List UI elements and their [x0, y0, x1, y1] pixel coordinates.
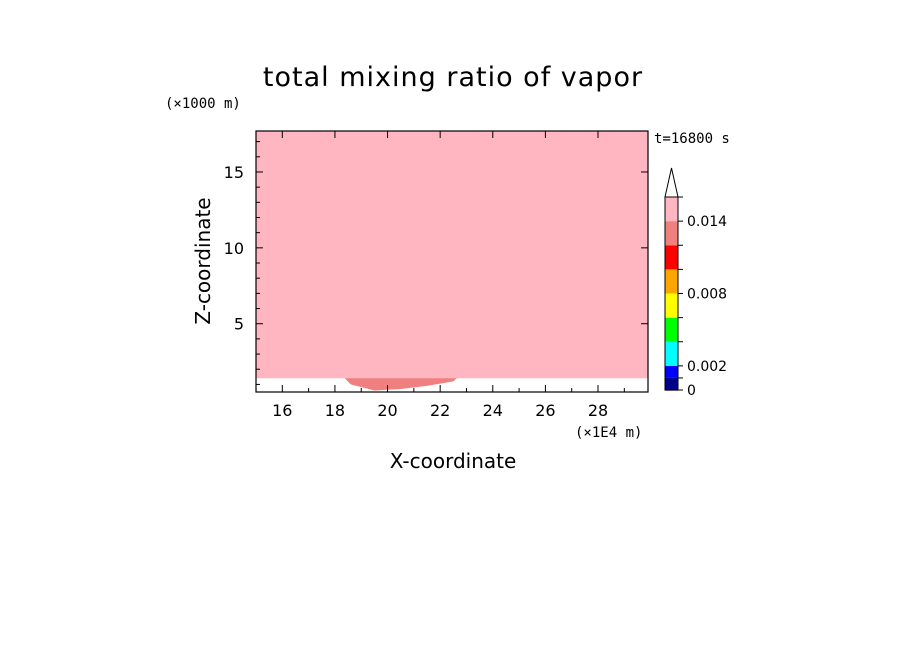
colorbar-segment	[665, 197, 678, 222]
y-unit-label: (×1000 m)	[165, 96, 241, 112]
x-unit-label: (×1E4 m)	[575, 425, 642, 441]
x-axis-label: X-coordinate	[390, 449, 517, 473]
y-tick-label: 5	[234, 315, 244, 334]
colorbar-segment	[665, 245, 678, 270]
plot-area	[256, 131, 648, 391]
colorbar-tick-label: 0.014	[687, 214, 727, 230]
x-tick-label: 18	[325, 401, 345, 420]
y-tick-label: 10	[224, 239, 244, 258]
axis-ticks: 16 18 20 22 24 26 28 5 10 15	[224, 131, 648, 420]
y-axis-label: Z-coordinate	[191, 197, 215, 324]
x-tick-label: 28	[588, 401, 608, 420]
colorbar-segment	[665, 221, 678, 246]
colorbar-segment	[665, 341, 678, 366]
contour-band	[256, 131, 648, 379]
colorbar-segment	[665, 269, 678, 294]
time-label: t=16800 s	[654, 131, 730, 147]
x-tick-label: 22	[430, 401, 450, 420]
plot-frame	[255, 130, 649, 393]
colorbar: 0 0.002 0.008 0.014	[664, 167, 727, 399]
colorbar-segment	[665, 293, 678, 318]
colorbar-tick-label: 0	[687, 383, 696, 399]
colorbar-segment	[665, 377, 678, 390]
colorbar-tick-label: 0.002	[687, 359, 727, 375]
x-tick-label: 26	[535, 401, 555, 420]
chart-title: total mixing ratio of vapor	[263, 62, 643, 93]
x-tick-label: 24	[483, 401, 503, 420]
colorbar-segment	[665, 317, 678, 342]
y-tick-label: 15	[224, 163, 244, 182]
colorbar-extend-arrow	[664, 167, 679, 198]
x-tick-label: 16	[272, 401, 292, 420]
x-tick-label: 20	[377, 401, 397, 420]
colorbar-segment	[665, 365, 678, 378]
colorbar-tick-label: 0.008	[687, 287, 727, 303]
